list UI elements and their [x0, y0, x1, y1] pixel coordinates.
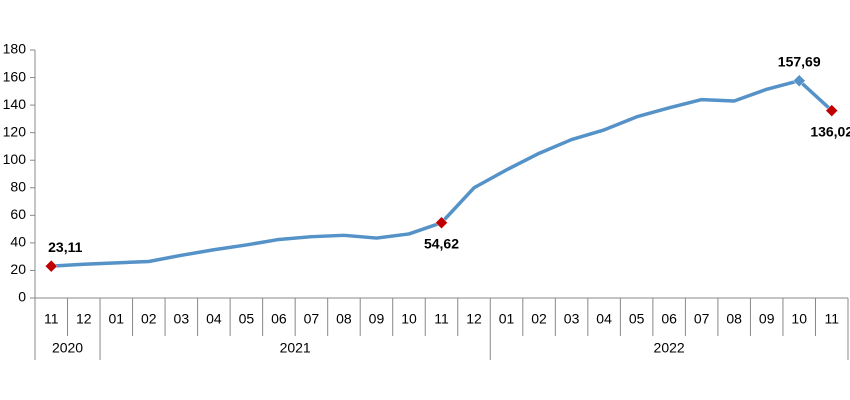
- x-tick-label: 08: [726, 311, 742, 327]
- x-tick-label: 07: [694, 311, 710, 327]
- x-tick-label: 07: [304, 311, 320, 327]
- x-tick-label: 09: [369, 311, 385, 327]
- y-tick-label: 20: [10, 261, 26, 277]
- x-tick-label: 12: [466, 311, 482, 327]
- y-tick-label: 100: [3, 151, 27, 167]
- x-tick-label: 12: [76, 311, 92, 327]
- marker: [792, 74, 806, 88]
- value-label: 54,62: [424, 235, 459, 251]
- x-tick-label: 03: [564, 311, 580, 327]
- x-tick-label: 09: [759, 311, 775, 327]
- marker: [435, 216, 448, 230]
- y-tick-label: 120: [3, 123, 27, 139]
- y-tick-label: 40: [10, 234, 26, 250]
- x-tick-label: 06: [661, 311, 677, 327]
- x-tick-label: 04: [596, 311, 612, 327]
- x-tick-label: 10: [401, 311, 417, 327]
- x-tick-label: 02: [141, 311, 157, 327]
- y-tick-label: 0: [18, 289, 26, 305]
- y-tick-label: 180: [3, 41, 27, 57]
- x-tick-label: 10: [791, 311, 807, 327]
- marker: [44, 259, 58, 273]
- x-tick-label: 05: [239, 311, 255, 327]
- x-tick-label: 08: [336, 311, 352, 327]
- x-tick-label: 11: [434, 311, 449, 327]
- x-tick-label: 11: [824, 311, 839, 327]
- y-tick-label: 160: [3, 68, 27, 84]
- year-label: 2020: [52, 340, 83, 356]
- x-tick-label: 01: [109, 311, 125, 327]
- x-tick-label: 11: [44, 311, 59, 327]
- x-tick-label: 02: [531, 311, 547, 327]
- x-tick-label: 06: [271, 311, 287, 327]
- x-tick-label: 03: [174, 311, 190, 327]
- x-tick-label: 05: [629, 311, 645, 327]
- year-label: 2021: [280, 340, 311, 356]
- value-label: 136,02: [810, 123, 850, 139]
- value-label: 157,69: [778, 53, 821, 69]
- year-label: 2022: [654, 340, 685, 356]
- x-tick-label: 04: [206, 311, 222, 327]
- x-tick-label: 01: [499, 311, 515, 327]
- marker: [825, 104, 839, 117]
- y-tick-label: 140: [3, 96, 27, 112]
- y-tick-label: 60: [10, 206, 26, 222]
- value-label: 23,11: [48, 239, 82, 255]
- y-tick-label: 80: [10, 178, 26, 194]
